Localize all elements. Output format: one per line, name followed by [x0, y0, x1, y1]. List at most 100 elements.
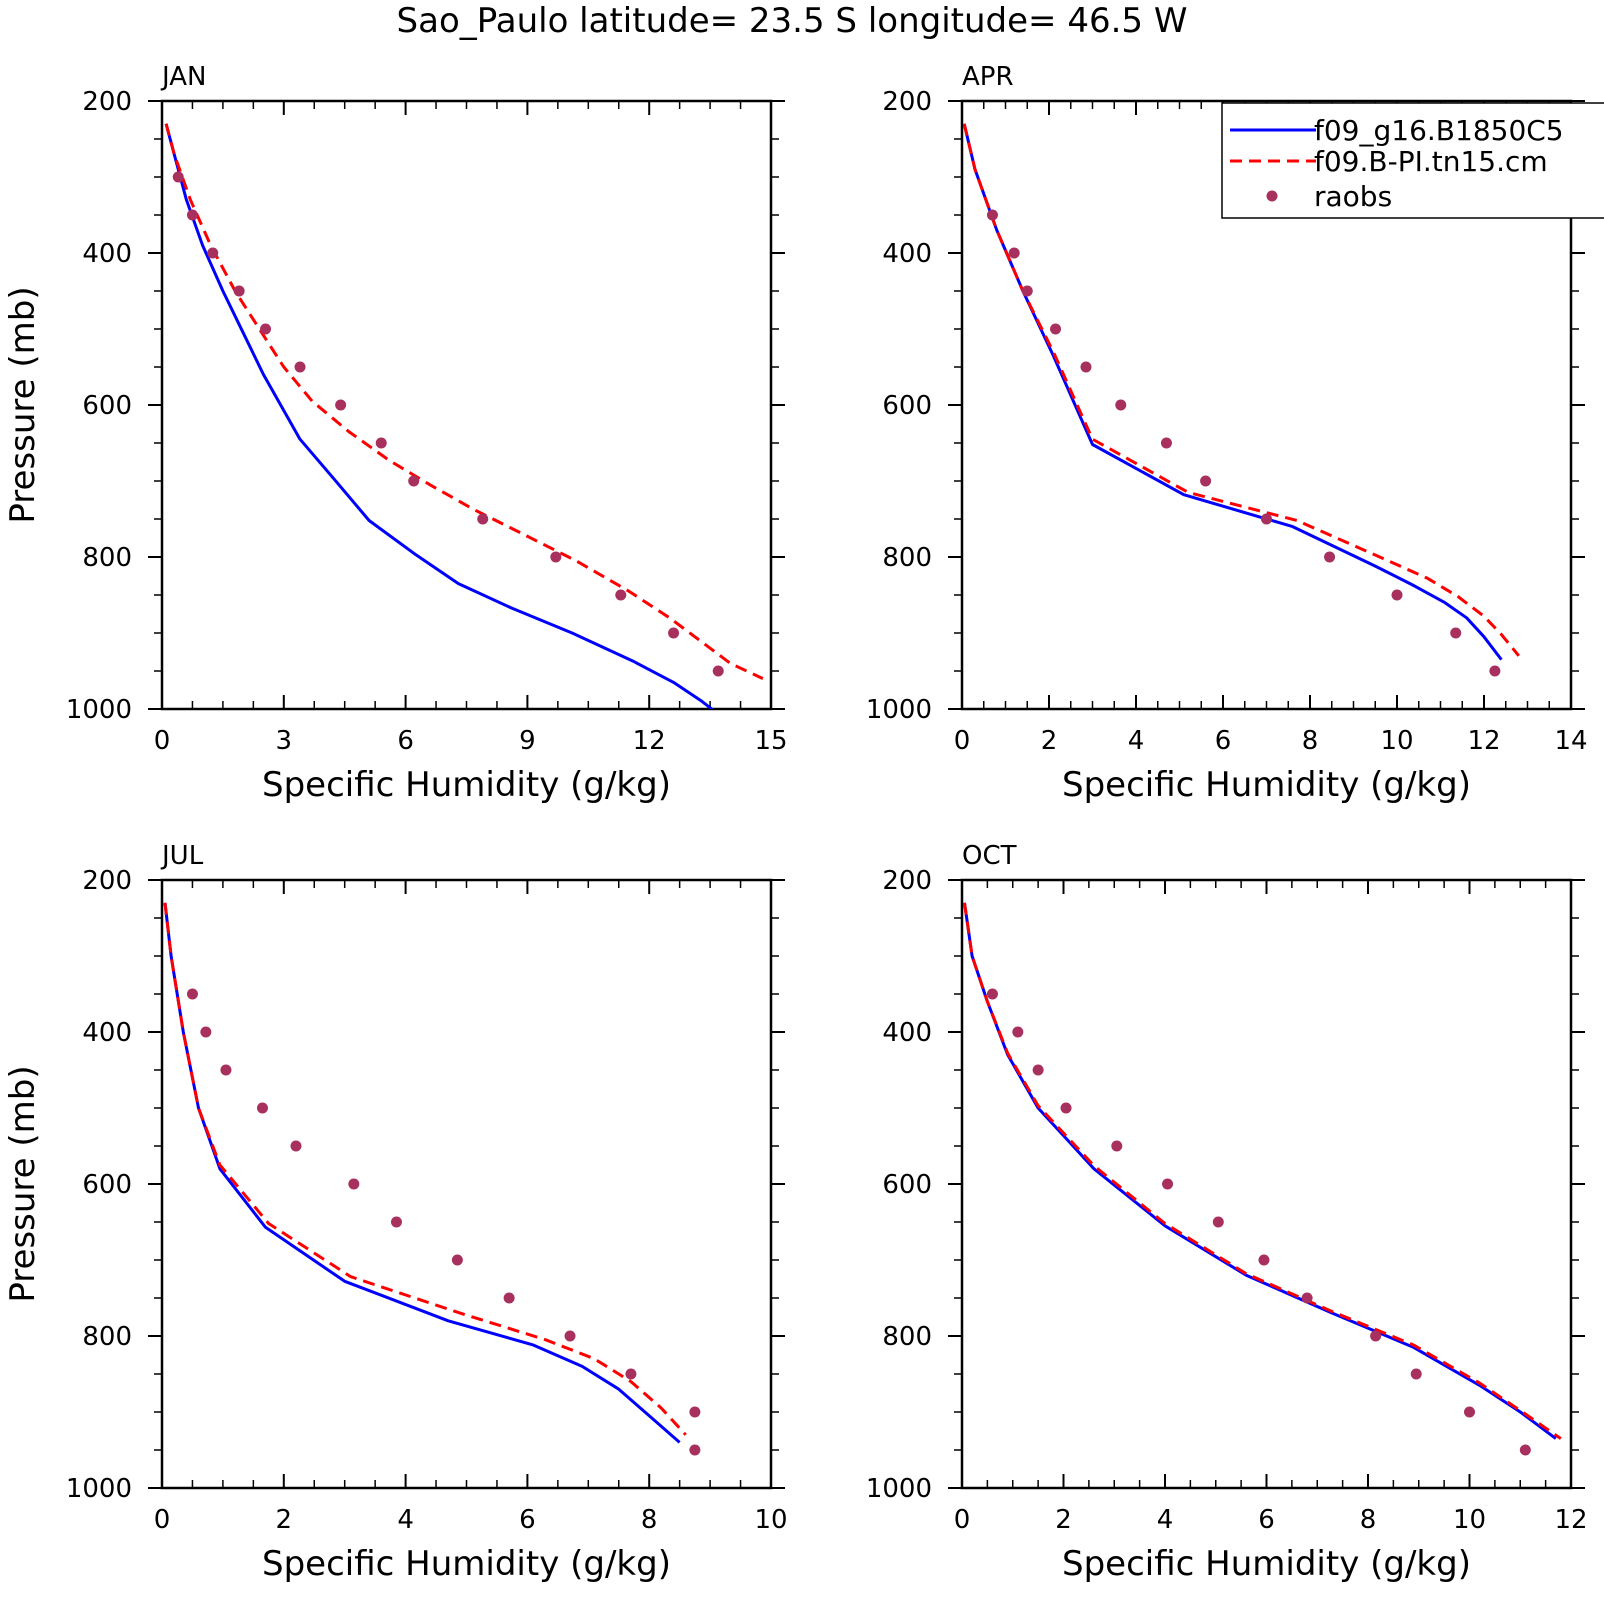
raobs-point — [1464, 1406, 1475, 1418]
y-tick-label: 1000 — [866, 1474, 932, 1504]
raobs-point — [233, 285, 245, 297]
y-tick-label: 200 — [82, 87, 132, 117]
plot-data — [164, 123, 764, 709]
x-tick-label: 6 — [1258, 1505, 1275, 1535]
raobs-point — [1370, 1330, 1382, 1342]
raobs-point — [186, 988, 198, 1000]
raobs-point — [1519, 1444, 1531, 1456]
x-tick-label: 10 — [754, 1505, 787, 1535]
raobs-point — [1450, 627, 1462, 639]
panel-oct: OCT 0 2 4 6 8 10 12 200 400 600 800 1000 Specific Hum… — [866, 841, 1588, 1584]
series-line-f09-b-pi — [163, 902, 687, 1436]
series-line-f09-g16 — [164, 123, 715, 709]
plot-frame — [160, 99, 773, 711]
raobs-point — [1410, 1368, 1422, 1380]
raobs-point — [668, 627, 680, 639]
figure-title: Sao_Paulo latitude= 23.5 S longitude= 46… — [397, 1, 1188, 41]
y-tick-label: 800 — [882, 1322, 932, 1352]
raobs-point — [625, 1368, 637, 1380]
raobs-point — [348, 1178, 360, 1190]
raobs-point — [1489, 665, 1501, 677]
plot-frame — [960, 878, 1573, 1490]
x-tick-label: 2 — [1041, 726, 1058, 756]
raobs-point — [220, 1064, 232, 1076]
x-tick-label: 12 — [1467, 726, 1500, 756]
panel-title: JAN — [160, 62, 206, 92]
panel-title: OCT — [962, 841, 1017, 871]
x-tick-label: 2 — [1055, 1505, 1072, 1535]
raobs-point — [1032, 1064, 1044, 1076]
x-tick-label: 9 — [519, 726, 536, 756]
raobs-point — [186, 209, 198, 221]
x-tick-label: 10 — [1380, 726, 1413, 756]
raobs-point — [1008, 247, 1020, 259]
legend-label: f09_g16.B1850C5 — [1314, 114, 1564, 147]
raobs-point — [689, 1406, 701, 1418]
x-tick-label: 0 — [154, 726, 171, 756]
raobs-point — [260, 323, 272, 335]
plot-data — [963, 902, 1562, 1456]
y-tick-label: 400 — [82, 1018, 132, 1048]
raobs-point — [294, 361, 306, 373]
plot-data — [163, 902, 701, 1456]
raobs-point — [172, 171, 184, 183]
raobs-point — [1080, 361, 1092, 373]
x-tick-label: 4 — [1128, 726, 1145, 756]
x-tick-label: 0 — [954, 726, 971, 756]
x-tick-label: 8 — [1360, 1505, 1377, 1535]
raobs-point — [1162, 1178, 1174, 1190]
legend-marker — [1266, 190, 1278, 202]
raobs-point — [335, 399, 347, 411]
x-tick-label: 6 — [519, 1505, 536, 1535]
panel-title: APR — [962, 62, 1014, 92]
legend-label: raobs — [1314, 180, 1392, 213]
y-tick-label: 600 — [82, 1170, 132, 1200]
raobs-point — [564, 1330, 576, 1342]
raobs-point — [1212, 1216, 1224, 1228]
x-tick-label: 0 — [154, 1505, 171, 1535]
y-tick-label: 800 — [82, 1322, 132, 1352]
raobs-point — [1324, 551, 1336, 563]
raobs-point — [1261, 513, 1272, 525]
y-tick-label: 600 — [882, 1170, 932, 1200]
x-tick-label: 8 — [641, 1505, 658, 1535]
y-tick-label: 1000 — [66, 1474, 132, 1504]
x-tick-label: 10 — [1453, 1505, 1486, 1535]
x-tick-label: 6 — [397, 726, 414, 756]
raobs-point — [986, 209, 998, 221]
raobs-point — [390, 1216, 402, 1228]
x-tick-label: 12 — [633, 726, 666, 756]
raobs-point — [550, 551, 562, 563]
x-axis-label: Specific Humidity (g/kg) — [1062, 765, 1471, 805]
raobs-point — [1050, 323, 1062, 335]
x-tick-label: 14 — [1554, 726, 1587, 756]
y-tick-label: 200 — [82, 866, 132, 896]
panel-title: JUL — [160, 841, 204, 871]
raobs-point — [1258, 1254, 1270, 1266]
raobs-point — [1060, 1102, 1072, 1114]
panel-jan: JAN 0 3 6 9 12 15 200 400 600 800 1000 Specific Humi… — [3, 62, 788, 805]
x-tick-label: 8 — [1302, 726, 1319, 756]
raobs-point — [408, 475, 420, 487]
series-line-f09-b-pi — [963, 902, 1562, 1440]
series-line-f09-g16 — [163, 902, 681, 1444]
y-tick-label: 600 — [882, 391, 932, 421]
y-tick-label: 200 — [882, 866, 932, 896]
x-axis-label: Specific Humidity (g/kg) — [262, 765, 671, 805]
x-tick-label: 4 — [397, 1505, 414, 1535]
y-axis-label: Pressure (mb) — [3, 1065, 43, 1302]
raobs-point — [986, 988, 998, 1000]
legend-box — [1221, 102, 1604, 219]
raobs-point — [1200, 475, 1212, 487]
x-axis-label: Specific Humidity (g/kg) — [1062, 1544, 1471, 1584]
panel-apr: APR 0 2 4 6 8 10 12 14 200 400 600 800 1000 Specific H… — [866, 62, 1604, 805]
x-tick-label: 12 — [1554, 1505, 1587, 1535]
y-tick-label: 600 — [82, 391, 132, 421]
raobs-point — [256, 1102, 268, 1114]
y-tick-label: 800 — [882, 543, 932, 573]
raobs-point — [451, 1254, 463, 1266]
y-tick-label: 400 — [82, 239, 132, 269]
